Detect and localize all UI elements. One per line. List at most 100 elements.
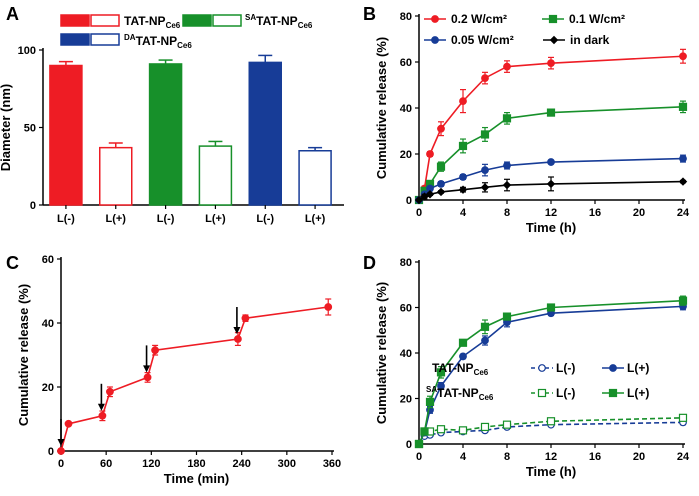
b-x-axis-label: Time (h) xyxy=(526,220,576,235)
a-legend-swatch xyxy=(60,14,90,27)
c-data-point xyxy=(143,373,152,382)
b-data-point xyxy=(546,108,556,117)
b-data-point xyxy=(458,185,468,194)
c-data-point xyxy=(241,314,250,323)
d-legend-label: L(-) xyxy=(556,361,575,375)
d-data-point xyxy=(436,368,446,377)
b-legend-label: 0.1 W/cm² xyxy=(569,12,625,26)
d-x-tick-label: 16 xyxy=(589,451,601,463)
b-y-tick-label: 0 xyxy=(406,195,412,207)
a-legend-swatch xyxy=(182,14,212,27)
b-x-tick-label: 8 xyxy=(504,207,510,219)
b-data-point xyxy=(436,187,446,197)
b-x-tick-label: 24 xyxy=(677,207,690,219)
a-y-tick-label: 100 xyxy=(18,45,36,57)
panel-label-d: D xyxy=(363,253,376,273)
d-data-point xyxy=(546,417,556,426)
d-x-tick-label: 20 xyxy=(633,451,645,463)
a-y-axis-label: Diameter (nm) xyxy=(0,84,13,171)
b-data-point xyxy=(503,62,511,71)
a-legend-swatch xyxy=(212,14,242,27)
d-legend-marker xyxy=(537,388,547,398)
d-y-tick-label: 20 xyxy=(400,394,412,406)
c-x-tick-label: 180 xyxy=(187,458,205,470)
b-data-point xyxy=(414,195,424,205)
d-data-point xyxy=(436,425,446,434)
a-bar xyxy=(248,61,282,206)
b-data-point xyxy=(502,114,512,123)
c-arrow-head xyxy=(233,327,241,334)
c-y-axis-label: Cumulative release (%) xyxy=(16,284,31,426)
legend-sub: Ce6 xyxy=(298,21,313,30)
a-bar xyxy=(49,64,83,206)
c-arrow-head xyxy=(97,403,105,411)
c-data-point xyxy=(324,303,333,311)
c-x-tick-label: 360 xyxy=(323,458,341,470)
d-legend-marker xyxy=(609,364,617,372)
a-x-tick-label: L(+) xyxy=(106,213,127,225)
a-x-tick-label: L(-) xyxy=(256,213,274,225)
b-data-point xyxy=(481,166,489,175)
d-data-point xyxy=(546,303,556,312)
legend-sub: Ce6 xyxy=(474,368,489,377)
b-data-point xyxy=(502,180,512,190)
legend-main: TAT-NP xyxy=(432,361,474,375)
d-legend-marker xyxy=(538,364,546,372)
c-data-point xyxy=(151,346,159,355)
d-x-tick-label: 12 xyxy=(545,451,557,463)
b-y-tick-label: 60 xyxy=(400,57,412,69)
d-data-point xyxy=(414,439,424,449)
legend-sub: Ce6 xyxy=(177,41,192,50)
c-y-tick-label: 0 xyxy=(48,446,54,458)
c-x-tick-label: 120 xyxy=(142,458,160,470)
d-data-point xyxy=(480,422,490,432)
b-data-point xyxy=(546,179,556,189)
b-legend-label: 0.2 W/cm² xyxy=(451,12,507,26)
b-data-point xyxy=(679,154,687,163)
legend-sub: Ce6 xyxy=(166,21,181,30)
legend-main: TAT-NP xyxy=(256,14,298,28)
a-bar xyxy=(198,145,233,206)
a-legend-swatch xyxy=(90,33,120,46)
b-legend-marker xyxy=(548,14,558,24)
a-y-tick-label: 0 xyxy=(30,200,36,212)
a-bar xyxy=(99,146,133,206)
legend-sup: SA xyxy=(426,385,437,394)
a-legend-tat: TAT-NPCe6 xyxy=(124,14,181,30)
legend-main: TAT-NP xyxy=(124,14,166,28)
a-bar xyxy=(148,63,183,206)
b-data-point xyxy=(459,173,467,181)
d-legend-row2: SATAT-NPCe6 xyxy=(426,385,494,402)
c-x-axis-label: Time (min) xyxy=(164,471,230,486)
d-x-axis-label: Time (h) xyxy=(526,464,576,479)
b-x-tick-label: 20 xyxy=(633,207,645,219)
a-y-tick-label: 50 xyxy=(24,123,36,135)
b-y-axis-label: Cumulative release (%) xyxy=(374,37,389,179)
b-data-point xyxy=(459,97,467,105)
c-data-point xyxy=(64,419,73,428)
c-y-tick-label: 60 xyxy=(42,254,54,266)
d-x-tick-label: 0 xyxy=(416,451,422,463)
panel-label-b: B xyxy=(363,4,376,24)
b-data-point xyxy=(481,74,489,82)
b-legend-marker xyxy=(431,15,439,23)
b-data-point xyxy=(679,52,687,61)
d-x-tick-label: 24 xyxy=(677,451,690,463)
c-data-point xyxy=(57,447,65,455)
d-y-tick-label: 0 xyxy=(406,439,412,451)
d-data-point xyxy=(480,322,490,331)
d-y-tick-label: 60 xyxy=(400,303,412,315)
d-x-tick-label: 8 xyxy=(504,451,510,463)
b-data-point xyxy=(437,124,445,133)
legend-sub: Ce6 xyxy=(479,393,494,402)
c-data-point xyxy=(98,411,107,420)
c-data-point xyxy=(234,335,242,343)
b-x-tick-label: 16 xyxy=(589,207,601,219)
d-data-point xyxy=(437,382,445,390)
d-data-point xyxy=(502,420,512,429)
b-x-tick-label: 4 xyxy=(460,207,467,219)
b-y-tick-label: 20 xyxy=(400,149,412,161)
b-y-tick-label: 80 xyxy=(400,11,412,23)
b-x-tick-label: 0 xyxy=(416,207,422,219)
